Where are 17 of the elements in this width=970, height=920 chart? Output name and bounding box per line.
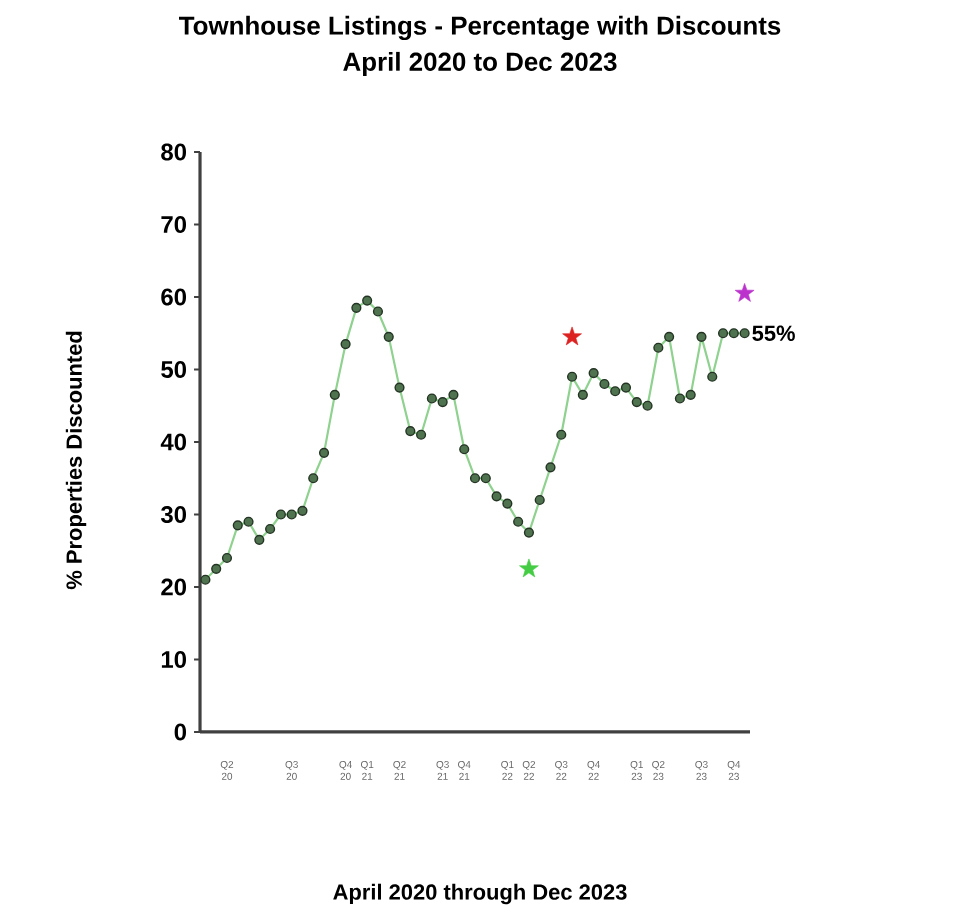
y-tick-label: 60: [161, 288, 187, 306]
text: 55%: [752, 325, 795, 341]
y-tick-label: 30: [160, 506, 187, 523]
chart-title: Townhouse Listings - Percentage with Discounts: [179, 15, 781, 41]
y-tick-label: 50: [161, 361, 187, 378]
y-tick-label: 40: [160, 433, 187, 451]
point: [734, 283, 755, 302]
y-tick-label: 0: [174, 723, 187, 741]
point: [519, 558, 539, 578]
point: [562, 326, 582, 346]
y-tick-label: 70: [161, 216, 187, 233]
y-tick-label: 80: [161, 143, 187, 161]
x-axis-title: April 2020 through Dec 2023: [333, 883, 627, 905]
y-tick-label: 20: [161, 578, 187, 596]
chart-subtitle: April 2020 to Dec 2023: [343, 51, 617, 77]
y-axis-title: % Properties Discounted: [65, 331, 87, 590]
y-tick-label: 10: [161, 651, 187, 668]
